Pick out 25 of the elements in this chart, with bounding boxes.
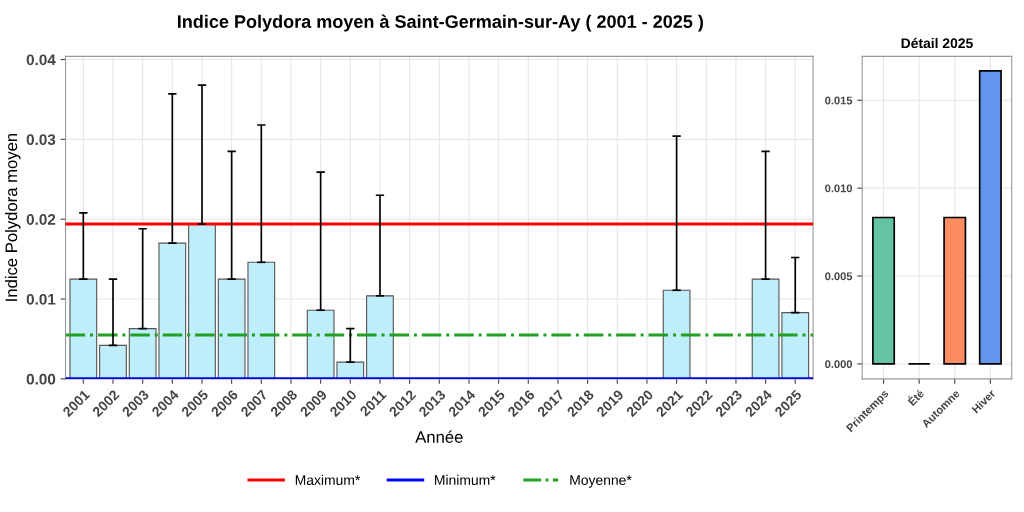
y-tick-label: 0.010 <box>825 184 853 193</box>
y-axis-title: Indice Polydora moyen <box>4 133 21 301</box>
x-tick-label: Été <box>906 387 925 407</box>
bar <box>872 216 896 365</box>
y-tick-label: 0.005 <box>825 272 853 281</box>
legend-label: Moyenne* <box>570 475 632 488</box>
y-tick-label: 0.015 <box>825 96 853 105</box>
chart-title: Détail 2025 <box>901 37 973 49</box>
bar <box>188 223 216 379</box>
bar <box>366 295 394 379</box>
legend-label: Minimum* <box>435 474 496 486</box>
legend-label: Maximum* <box>295 474 361 486</box>
y-tick-label: 0.02 <box>26 214 56 225</box>
bar <box>662 289 691 379</box>
y-tick-label: 0.000 <box>825 360 853 369</box>
x-axis-title: Année <box>415 430 463 443</box>
bar <box>99 344 127 379</box>
y-tick-label: 0.04 <box>26 54 56 66</box>
y-tick-label: 0.03 <box>26 134 56 146</box>
y-tick-label: 0.01 <box>26 293 56 305</box>
y-tick-label: 0.00 <box>26 373 56 385</box>
chart-title: Indice Polydora moyen à Saint-Germain-sur-Ay ( 2001 - 2025 ) <box>177 14 703 32</box>
bar <box>69 278 98 379</box>
bar <box>978 70 1002 365</box>
bar <box>943 216 967 365</box>
